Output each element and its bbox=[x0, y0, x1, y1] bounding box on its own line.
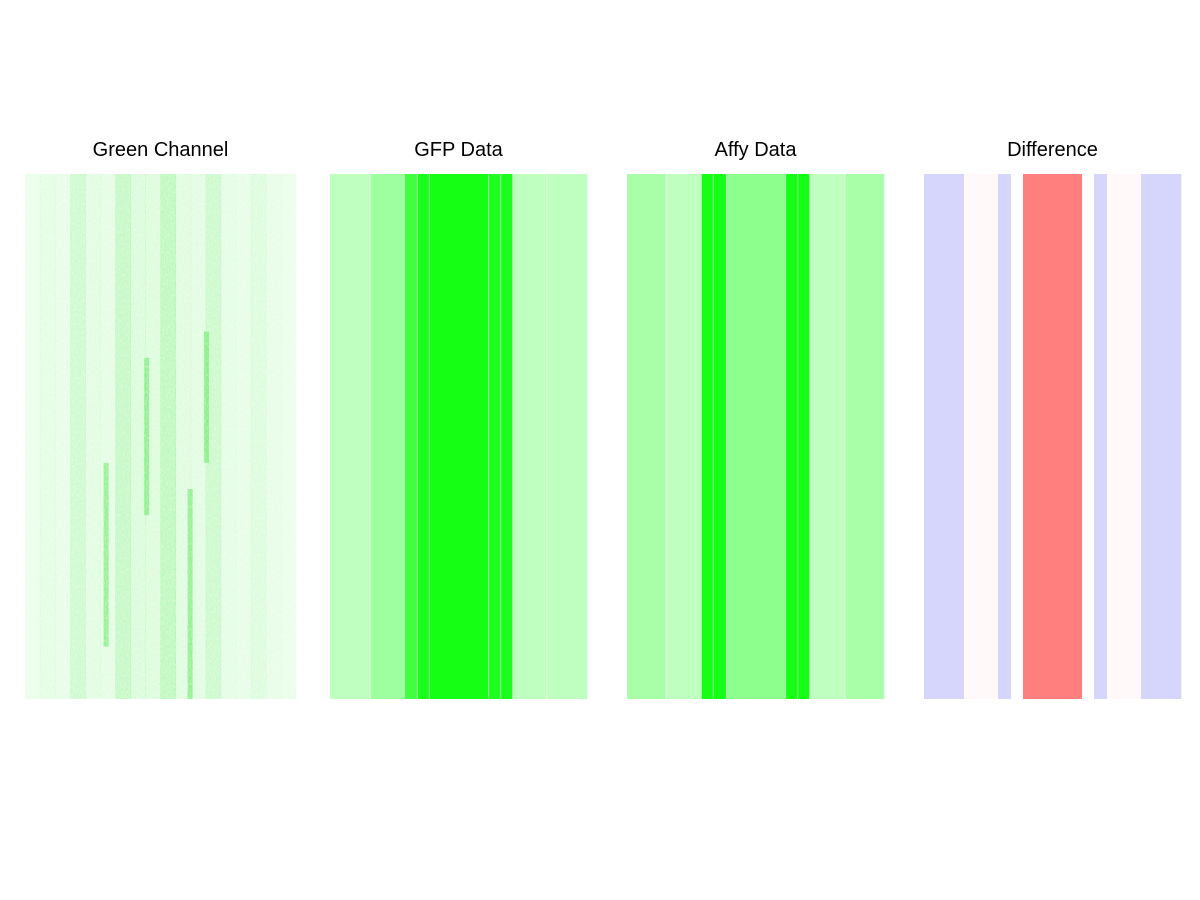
difference-stripe bbox=[1023, 174, 1083, 699]
gfp-data-heatmap bbox=[330, 174, 588, 699]
difference-stripe bbox=[1141, 174, 1182, 699]
heatmap-stripe bbox=[785, 174, 798, 699]
difference-stripe bbox=[1107, 174, 1142, 699]
heatmap-stripe bbox=[370, 174, 405, 699]
heatmap-stripe bbox=[512, 174, 548, 699]
heatmap-stripe bbox=[488, 174, 501, 699]
panel-title-gfp-data: GFP Data bbox=[414, 139, 503, 161]
heatmap-stripe bbox=[809, 174, 846, 699]
heatmap-stripe bbox=[429, 174, 489, 699]
difference-stripe bbox=[1082, 174, 1095, 699]
image-noise bbox=[25, 174, 296, 699]
difference-stripe bbox=[1011, 174, 1024, 699]
heatmap-stripe bbox=[797, 174, 811, 699]
difference-stripe bbox=[998, 174, 1012, 699]
heatmap-stripe bbox=[546, 174, 588, 699]
heatmap-stripe bbox=[713, 174, 727, 699]
panel-title-green-channel: Green Channel bbox=[92, 139, 229, 161]
difference-stripe bbox=[964, 174, 999, 699]
difference-stripe bbox=[924, 174, 965, 699]
heatmap-stripe bbox=[627, 174, 667, 699]
heatmap-stripe bbox=[417, 174, 430, 699]
heatmap-stripe bbox=[701, 174, 714, 699]
panel-title-difference: Difference bbox=[1007, 139, 1098, 161]
panel-title-affy-data: Affy Data bbox=[714, 139, 797, 161]
heatmap-stripe bbox=[500, 174, 514, 699]
heatmap-stripe bbox=[726, 174, 786, 699]
difference-heatmap bbox=[924, 174, 1182, 699]
green-channel-image bbox=[25, 174, 297, 699]
affy-data-heatmap bbox=[627, 174, 885, 699]
heatmap-stripe bbox=[844, 174, 885, 699]
heatmap-stripe bbox=[666, 174, 702, 699]
difference-stripe bbox=[1094, 174, 1108, 699]
heatmap-stripe bbox=[404, 174, 418, 699]
heatmap-stripe bbox=[330, 174, 371, 699]
